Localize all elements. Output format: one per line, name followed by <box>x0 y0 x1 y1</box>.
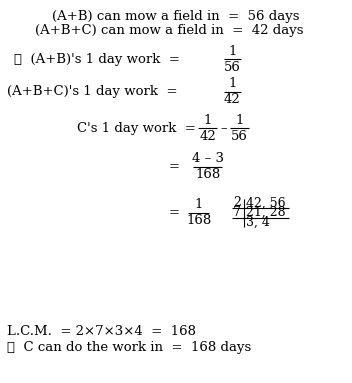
Text: –: – <box>221 122 227 135</box>
Text: 7: 7 <box>233 206 241 219</box>
Text: 1: 1 <box>203 114 212 127</box>
Text: 1: 1 <box>228 45 237 58</box>
Text: 42: 42 <box>224 93 241 106</box>
Text: (A+B+C)'s 1 day work  =: (A+B+C)'s 1 day work = <box>7 85 177 98</box>
Text: (A+B+C) can mow a field in  =  42 days: (A+B+C) can mow a field in = 42 days <box>35 24 303 37</box>
Text: 42, 56: 42, 56 <box>246 196 286 210</box>
Text: 56: 56 <box>224 61 241 74</box>
Text: 1: 1 <box>235 114 244 127</box>
Text: 1: 1 <box>228 77 237 90</box>
Text: ∴  (A+B)'s 1 day work  =: ∴ (A+B)'s 1 day work = <box>14 53 180 66</box>
Text: =: = <box>169 160 180 173</box>
Text: (A+B) can mow a field in  =  56 days: (A+B) can mow a field in = 56 days <box>52 10 300 23</box>
Text: 2: 2 <box>233 196 241 210</box>
Text: 168: 168 <box>195 168 220 181</box>
Text: 42: 42 <box>199 130 216 143</box>
Text: 56: 56 <box>231 130 248 143</box>
Text: ∴  C can do the work in  =  168 days: ∴ C can do the work in = 168 days <box>7 341 251 354</box>
Text: 3, 4: 3, 4 <box>246 216 270 229</box>
Text: =: = <box>169 206 180 219</box>
Text: C's 1 day work  =: C's 1 day work = <box>77 122 196 135</box>
Text: L.C.M.  = 2×7×3×4  =  168: L.C.M. = 2×7×3×4 = 168 <box>7 325 196 338</box>
Text: 168: 168 <box>186 214 212 227</box>
Text: 4 – 3: 4 – 3 <box>192 152 224 165</box>
Text: 21, 28: 21, 28 <box>246 206 286 219</box>
Text: 1: 1 <box>195 198 203 211</box>
